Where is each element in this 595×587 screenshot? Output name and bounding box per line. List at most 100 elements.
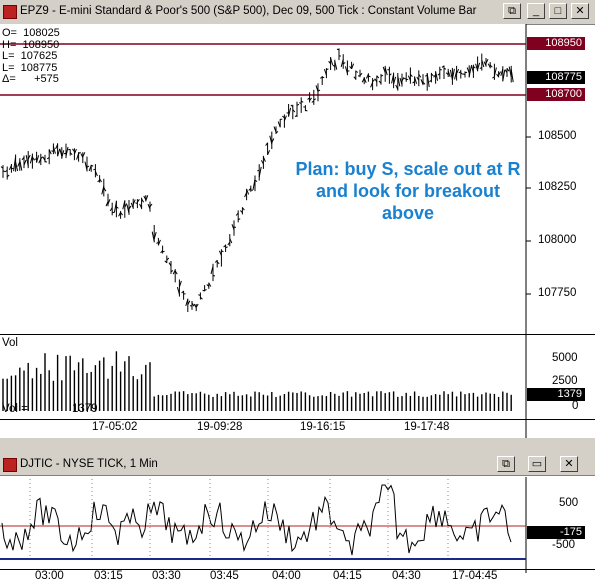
price-bar-open	[260, 160, 264, 165]
price-bar-close	[510, 69, 514, 83]
price-bar-open	[424, 74, 428, 77]
price-bar-open	[206, 284, 210, 287]
price-bar-open	[218, 250, 222, 256]
price-bar-open	[29, 155, 33, 164]
volume-tag: 1379	[527, 388, 585, 401]
price-bar-close	[11, 167, 14, 170]
price-bar-open	[265, 142, 269, 146]
price-chart-canvas[interactable]	[0, 0, 595, 438]
price-bar-close	[78, 151, 81, 155]
price-chart-titlebar[interactable]: EPZ9 - E-mini Standard & Poor's 500 (S&P…	[0, 0, 595, 25]
price-bar-close	[44, 160, 48, 163]
price-bar-close	[204, 289, 207, 291]
price-bar-open	[479, 67, 482, 69]
price-bar-close	[31, 156, 35, 161]
tick-chart-title: DJTIC - NYSE TICK, 1 Min	[20, 458, 158, 470]
close-button[interactable]: ✕	[560, 456, 578, 472]
price-bar-close	[242, 207, 245, 211]
time-axis-label: 17-05:02	[92, 421, 138, 433]
price-bar-open	[181, 290, 184, 294]
price-bar-open	[84, 161, 88, 171]
price-bar-close	[477, 62, 481, 70]
price-bar-close	[372, 79, 375, 82]
price-bar-close	[334, 61, 338, 70]
price-bar-close	[40, 156, 44, 160]
tick-axis-label: 500	[559, 497, 579, 509]
minimize-button[interactable]: _	[527, 3, 545, 19]
price-bar-close	[275, 131, 279, 134]
price-bar-close	[191, 302, 195, 307]
price-bar-close	[153, 231, 157, 240]
price-bar-close	[128, 205, 132, 210]
price-bar-close	[326, 68, 329, 71]
price-bar-open	[500, 68, 504, 77]
tick-axis-label: -500	[552, 539, 576, 551]
price-bar-open	[454, 70, 458, 80]
close-button[interactable]: ✕	[571, 3, 589, 19]
price-bar-close	[229, 238, 233, 244]
price-bar-close	[435, 71, 439, 81]
price-axis-label: 108250	[538, 181, 577, 193]
price-bar-close	[384, 67, 388, 76]
price-bar-open	[445, 72, 449, 76]
price-axis-label: 108000	[538, 234, 577, 246]
tick-series	[1, 479, 512, 557]
volume-axis-label: 2500	[552, 375, 578, 387]
price-bar-close	[132, 199, 136, 205]
price-bar-close	[296, 103, 300, 106]
maximize-button[interactable]: □	[549, 3, 567, 19]
price-bar-close	[401, 77, 405, 82]
price-bar-close	[464, 71, 468, 74]
price-bar-open	[151, 231, 155, 242]
price-bar-close	[292, 109, 296, 113]
price-bar-open	[344, 66, 348, 74]
price-bar-open	[231, 224, 235, 230]
price-bar-open	[105, 201, 109, 207]
price-bar-open	[458, 71, 462, 74]
price-bar-close	[86, 165, 90, 168]
price-bar-open	[294, 114, 298, 117]
price-bar-open	[404, 77, 407, 80]
price-bar-close	[359, 72, 363, 76]
price-bar-open	[470, 64, 474, 73]
price-bar-open	[441, 65, 445, 68]
tick-chart-canvas[interactable]	[0, 453, 595, 587]
price-bar-open	[332, 64, 336, 67]
volume-label: Vol	[2, 337, 18, 349]
price-bar-close	[460, 72, 464, 75]
price-bar-open	[71, 148, 75, 152]
price-bar-close	[2, 170, 6, 173]
price-bar-close	[271, 138, 275, 143]
tick-chart-titlebar[interactable]: DJTIC - NYSE TICK, 1 Min ⧉ ▭ ✕	[0, 453, 595, 476]
price-bar-open	[185, 299, 189, 307]
tick-chart-window: DJTIC - NYSE TICK, 1 Min ⧉ ▭ ✕ 500 -500 …	[0, 453, 595, 587]
time-axis-label: 04:00	[272, 570, 301, 582]
price-bar-open	[365, 74, 369, 79]
price-bar-open	[135, 202, 138, 205]
price-bar-open	[475, 63, 479, 71]
price-bar-open	[252, 178, 256, 191]
chart-app-icon	[3, 458, 17, 472]
price-bar-open	[176, 287, 180, 295]
minimize-button[interactable]: ▭	[528, 456, 546, 472]
price-bar-close	[170, 270, 174, 273]
restore-button[interactable]: ⧉	[503, 3, 521, 19]
volume-axis-label: 5000	[552, 352, 578, 364]
price-bar-open	[160, 250, 163, 254]
price-bar-close	[506, 68, 510, 72]
price-bar-close	[305, 109, 308, 112]
price-bar-open	[101, 185, 105, 195]
price-bar-close	[103, 187, 107, 192]
time-axis-label: 03:45	[210, 570, 239, 582]
price-bar-open	[416, 76, 420, 81]
price-bar-open	[118, 212, 122, 217]
price-bar-close	[431, 73, 434, 77]
time-axis-label: 03:30	[152, 570, 181, 582]
price-bar-open	[307, 97, 310, 100]
price-axis-label: 108500	[538, 130, 577, 142]
price-bar-close	[91, 164, 94, 167]
price-bar-open	[55, 144, 59, 150]
price-bar-close	[342, 62, 346, 65]
price-bar-open	[42, 156, 46, 161]
restore-button[interactable]: ⧉	[497, 456, 515, 472]
